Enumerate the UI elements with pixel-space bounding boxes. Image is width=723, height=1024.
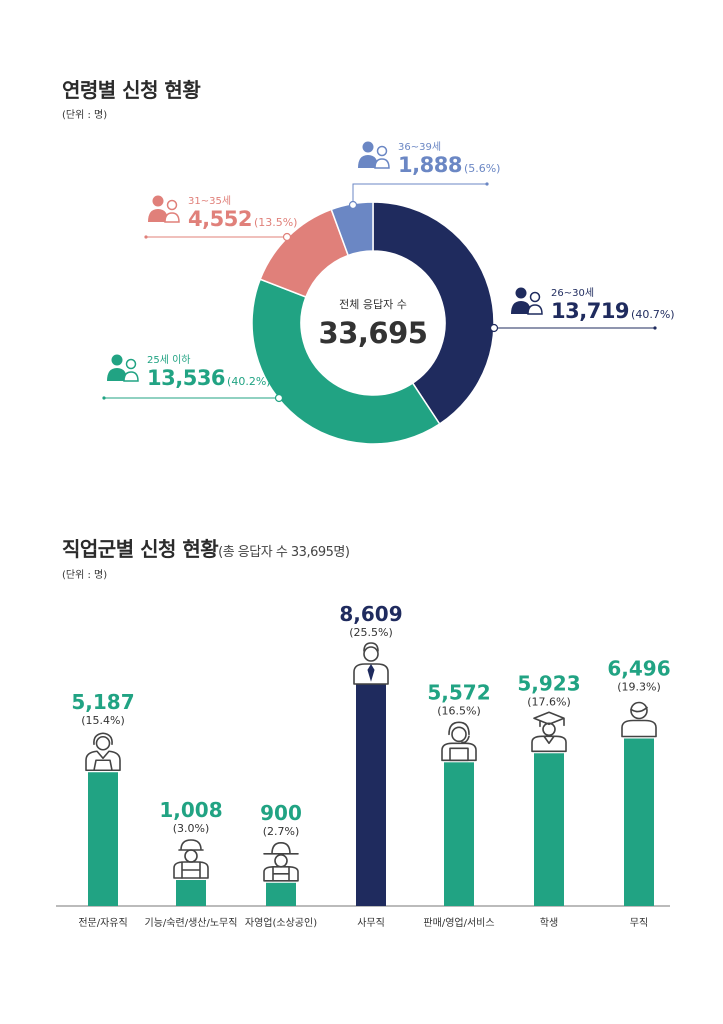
job-title-subtitle: (총 응답자 수 33,695명) <box>218 545 350 560</box>
bar-percent-label: (17.6%) <box>527 695 571 708</box>
donut-slice <box>372 201 495 426</box>
bar <box>176 880 206 906</box>
bar-value-label: 6,496 <box>607 656 670 680</box>
people-icon <box>511 287 543 315</box>
bar-value-label: 1,008 <box>159 798 222 822</box>
slice-percent: (5.6%) <box>463 162 501 175</box>
slice-percent: (13.5%) <box>253 216 298 229</box>
bar-category-label: 학생 <box>540 917 558 929</box>
bar-value-label: 5,572 <box>427 680 490 704</box>
slice-percent: (40.2%) <box>227 375 271 388</box>
age-section-unit: (단위 : 명) <box>62 110 108 121</box>
leader-end <box>102 396 106 400</box>
slice-category: 31~35세 <box>188 196 232 207</box>
leader-end <box>653 326 657 330</box>
bar-category-label: 무직 <box>630 917 648 929</box>
bar <box>534 753 564 906</box>
bar-value-label: 900 <box>260 801 302 825</box>
slice-category: 26~30세 <box>551 288 595 299</box>
leader-end <box>485 182 489 186</box>
bar-category-label: 전문/자유직 <box>78 917 127 929</box>
bar-percent-label: (19.3%) <box>617 680 661 693</box>
leader-dot <box>282 232 292 242</box>
leader-end <box>144 235 148 239</box>
donut-center: 전체 응답자 수 33,695 <box>303 296 443 350</box>
bar-value-label: 8,609 <box>339 602 402 626</box>
slice-value: 1,888 <box>398 153 462 177</box>
bar-category-label: 판매/영업/서비스 <box>423 916 494 929</box>
slice-value: 4,552 <box>188 207 252 231</box>
slice-label-36-39: 36~39세 1,888 (5.6%) <box>355 138 500 177</box>
slice-label-26-30: 26~30세 13,719 (40.7%) <box>508 284 675 323</box>
slice-category: 36~39세 <box>398 142 442 153</box>
leader-line <box>352 183 487 205</box>
job-title-text: 직업군별 신청 현황 <box>62 537 219 561</box>
donut-slice <box>330 201 374 257</box>
bar-percent-label: (2.7%) <box>263 825 300 838</box>
people-icon <box>107 354 139 382</box>
person-icon <box>621 701 657 738</box>
bar-percent-label: (3.0%) <box>173 822 210 835</box>
bar <box>266 882 296 906</box>
bar-category-label: 사무직 <box>357 917 385 929</box>
people-icon <box>358 141 390 169</box>
donut-center-value: 33,695 <box>318 316 428 350</box>
bar <box>88 772 118 906</box>
people-icon <box>148 195 180 223</box>
slice-label-25-under: 25세 이하 13,536 (40.2%) <box>104 351 271 390</box>
farmer-hat-icon <box>263 841 299 882</box>
bar-category-label: 자영업(소상공인) <box>245 916 317 929</box>
leader-dot <box>348 200 358 210</box>
bar-percent-label: (15.4%) <box>81 714 125 727</box>
slice-percent: (40.7%) <box>631 308 675 321</box>
graduate-cap-icon <box>531 711 567 753</box>
donut-center-label: 전체 응답자 수 <box>339 298 407 311</box>
bar-category-label: 기능/숙련/생산/노무직 <box>145 917 238 929</box>
slice-value: 13,719 <box>551 299 630 323</box>
bar-percent-label: (25.5%) <box>349 626 393 639</box>
slice-value: 13,536 <box>147 366 226 390</box>
bar-value-label: 5,187 <box>71 690 134 714</box>
age-donut-chart <box>102 182 657 445</box>
leader-dot <box>489 323 499 333</box>
job-bar-chart: (15.4%)5,187 전문/자유직 (3.0%)1,008 기능/숙련/생산/노무… <box>56 602 671 929</box>
age-section-title: 연령별 신청 현황 <box>62 78 201 102</box>
professional-icon <box>85 732 121 772</box>
donut-slice <box>251 278 441 445</box>
job-section-title: 직업군별 신청 현황(총 응답자 수 33,695명) <box>62 533 350 562</box>
bar-percent-label: (16.5%) <box>437 704 481 717</box>
slice-category: 25세 이하 <box>147 355 191 366</box>
bar <box>444 762 474 906</box>
job-section-unit: (단위 : 명) <box>62 570 108 581</box>
leader-dot <box>274 393 284 403</box>
bar-value-label: 5,923 <box>517 671 580 695</box>
slice-label-31-35: 31~35세 4,552 (13.5%) <box>145 192 297 231</box>
bar <box>624 738 654 906</box>
worker-hardhat-icon <box>173 839 209 879</box>
office-worker-icon <box>353 642 389 685</box>
headset-sales-icon <box>441 721 477 762</box>
bar <box>356 684 386 906</box>
